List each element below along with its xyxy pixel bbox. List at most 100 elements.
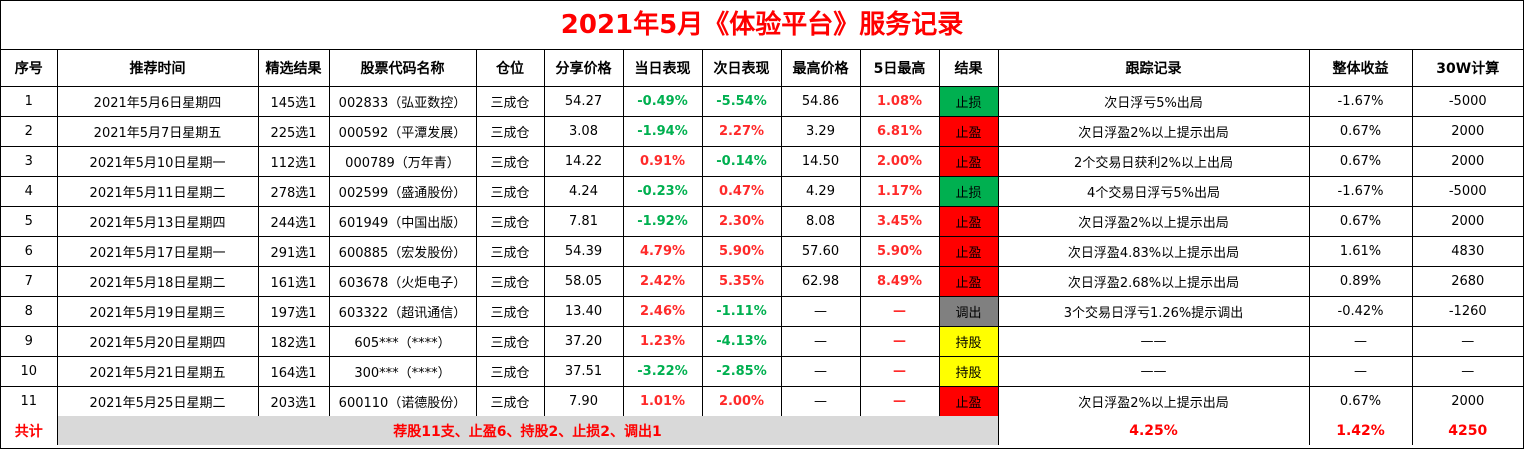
result-badge: 止损 [938, 86, 999, 117]
high5-cell: — [859, 326, 940, 357]
date-cell: 2021年5月6日星期四 [56, 86, 259, 117]
position-cell: 三成仓 [475, 116, 545, 147]
high-price-cell: 3.29 [780, 116, 861, 147]
gain-cell: -1.67% [1308, 176, 1413, 207]
pick-cell: 164选1 [257, 356, 330, 387]
date-cell: 2021年5月13日星期四 [56, 206, 259, 237]
day-change-cell: 0.91% [622, 146, 703, 177]
seq-cell: 9 [1, 326, 58, 357]
calc-cell: 2000 [1411, 386, 1523, 416]
seq-cell: 2 [1, 116, 58, 147]
result-badge: 调出 [938, 296, 999, 327]
high-price-cell: 8.08 [780, 206, 861, 237]
stock-cell: 603322（超讯通信） [328, 296, 477, 327]
position-cell: 三成仓 [475, 146, 545, 177]
seq-cell: 3 [1, 146, 58, 177]
pick-cell: 145选1 [257, 86, 330, 117]
gain-cell: 0.67% [1308, 116, 1413, 147]
result-badge: 持股 [938, 356, 999, 387]
high5-cell: — [859, 356, 940, 387]
date-cell: 2021年5月7日星期五 [56, 116, 259, 147]
day-change-cell: -0.49% [622, 86, 703, 117]
table-row: 11 2021年5月25日星期二 203选1 600110（诺德股份） 三成仓 7.90 1… [1, 386, 1523, 416]
calc-cell: 2000 [1411, 116, 1523, 147]
position-cell: 三成仓 [475, 206, 545, 237]
pick-cell: 161选1 [257, 266, 330, 297]
date-cell: 2021年5月25日星期二 [56, 386, 259, 416]
seq-cell: 5 [1, 206, 58, 237]
high5-cell: 5.90% [859, 236, 940, 267]
track-cell: 次日浮盈2%以上提示出局 [997, 116, 1310, 147]
result-badge: 止盈 [938, 386, 999, 416]
calc-cell: 2000 [1411, 206, 1523, 237]
calc-cell: — [1411, 326, 1523, 357]
day-change-cell: 2.42% [622, 266, 703, 297]
calc-header: 30W计算 [1411, 50, 1523, 87]
price-cell: 13.40 [543, 296, 624, 327]
stock-cell: 002833（弘亚数控） [328, 86, 477, 117]
calc-cell: 4830 [1411, 236, 1523, 267]
high5-cell: 1.17% [859, 176, 940, 207]
high-price-cell: 4.29 [780, 176, 861, 207]
gain-cell: 0.89% [1308, 266, 1413, 297]
pick-cell: 203选1 [257, 386, 330, 416]
price-cell: 14.22 [543, 146, 624, 177]
table-row: 5 2021年5月13日星期四 244选1 601949（中国出版） 三成仓 7.81 -1… [1, 206, 1523, 237]
pick-header: 精选结果 [257, 50, 330, 87]
gain-cell: — [1308, 356, 1413, 387]
table-row: 10 2021年5月21日星期五 164选1 300***（****） 三成仓 37.51… [1, 356, 1523, 387]
high-price-cell: 57.60 [780, 236, 861, 267]
price-cell: 54.27 [543, 86, 624, 117]
gain-cell: 0.67% [1308, 146, 1413, 177]
seq-cell: 6 [1, 236, 58, 267]
table-row: 3 2021年5月10日星期一 112选1 000789（万年青） 三成仓 14.22 0.… [1, 146, 1523, 177]
calc-cell: -1260 [1411, 296, 1523, 327]
price-cell: 4.24 [543, 176, 624, 207]
result-badge: 止损 [938, 176, 999, 207]
calc-cell: — [1411, 356, 1523, 387]
next-change-cell: -1.11% [701, 296, 782, 327]
high-price-cell: — [780, 326, 861, 357]
high5-cell: 2.00% [859, 146, 940, 177]
high5-cell: — [859, 386, 940, 416]
date-cell: 2021年5月17日星期一 [56, 236, 259, 267]
high5-cell: 8.49% [859, 266, 940, 297]
track-cell: 次日浮盈2%以上提示出局 [997, 206, 1310, 237]
high-price-cell: — [780, 386, 861, 416]
track-cell: —— [997, 326, 1310, 357]
calc-cell: -5000 [1411, 86, 1523, 117]
pick-cell: 182选1 [257, 326, 330, 357]
calc-cell: 2000 [1411, 146, 1523, 177]
next-change-cell: -4.13% [701, 326, 782, 357]
position-header: 仓位 [475, 50, 545, 87]
table-row: 1 2021年5月6日星期四 145选1 002833（弘亚数控） 三成仓 54.27 -0… [1, 86, 1523, 117]
day-change-cell: 4.79% [622, 236, 703, 267]
table-row: 4 2021年5月11日星期二 278选1 002599（盛通股份） 三成仓 4.24 -0… [1, 176, 1523, 207]
gain-cell: 1.61% [1308, 236, 1413, 267]
gain-cell: — [1308, 326, 1413, 357]
high5-cell: — [859, 296, 940, 327]
date-header: 推荐时间 [56, 50, 259, 87]
result-badge: 止盈 [938, 206, 999, 237]
stock-cell: 600110（诺德股份） [328, 386, 477, 416]
header-row: 序号 推荐时间 精选结果 股票代码名称 仓位 分享价格 当日表现 次日表现 最高价格 5日最高 结果… [1, 50, 1523, 87]
total-calc: 4250 [1411, 416, 1523, 445]
position-cell: 三成仓 [475, 386, 545, 416]
track-cell: 次日浮盈2%以上提示出局 [997, 386, 1310, 416]
result-badge: 止盈 [938, 266, 999, 297]
position-cell: 三成仓 [475, 86, 545, 117]
day-change-cell: 1.23% [622, 326, 703, 357]
result-badge: 止盈 [938, 146, 999, 177]
pick-cell: 112选1 [257, 146, 330, 177]
records-table: 序号 推荐时间 精选结果 股票代码名称 仓位 分享价格 当日表现 次日表现 最高价格 5日最高 结果… [1, 50, 1523, 445]
price-cell: 54.39 [543, 236, 624, 267]
pick-cell: 244选1 [257, 206, 330, 237]
next-change-cell: 2.27% [701, 116, 782, 147]
stock-cell: 603678（火炬电子） [328, 266, 477, 297]
price-header: 分享价格 [543, 50, 624, 87]
result-badge: 止盈 [938, 236, 999, 267]
seq-cell: 8 [1, 296, 58, 327]
total-gain: 1.42% [1308, 416, 1413, 445]
pick-cell: 278选1 [257, 176, 330, 207]
